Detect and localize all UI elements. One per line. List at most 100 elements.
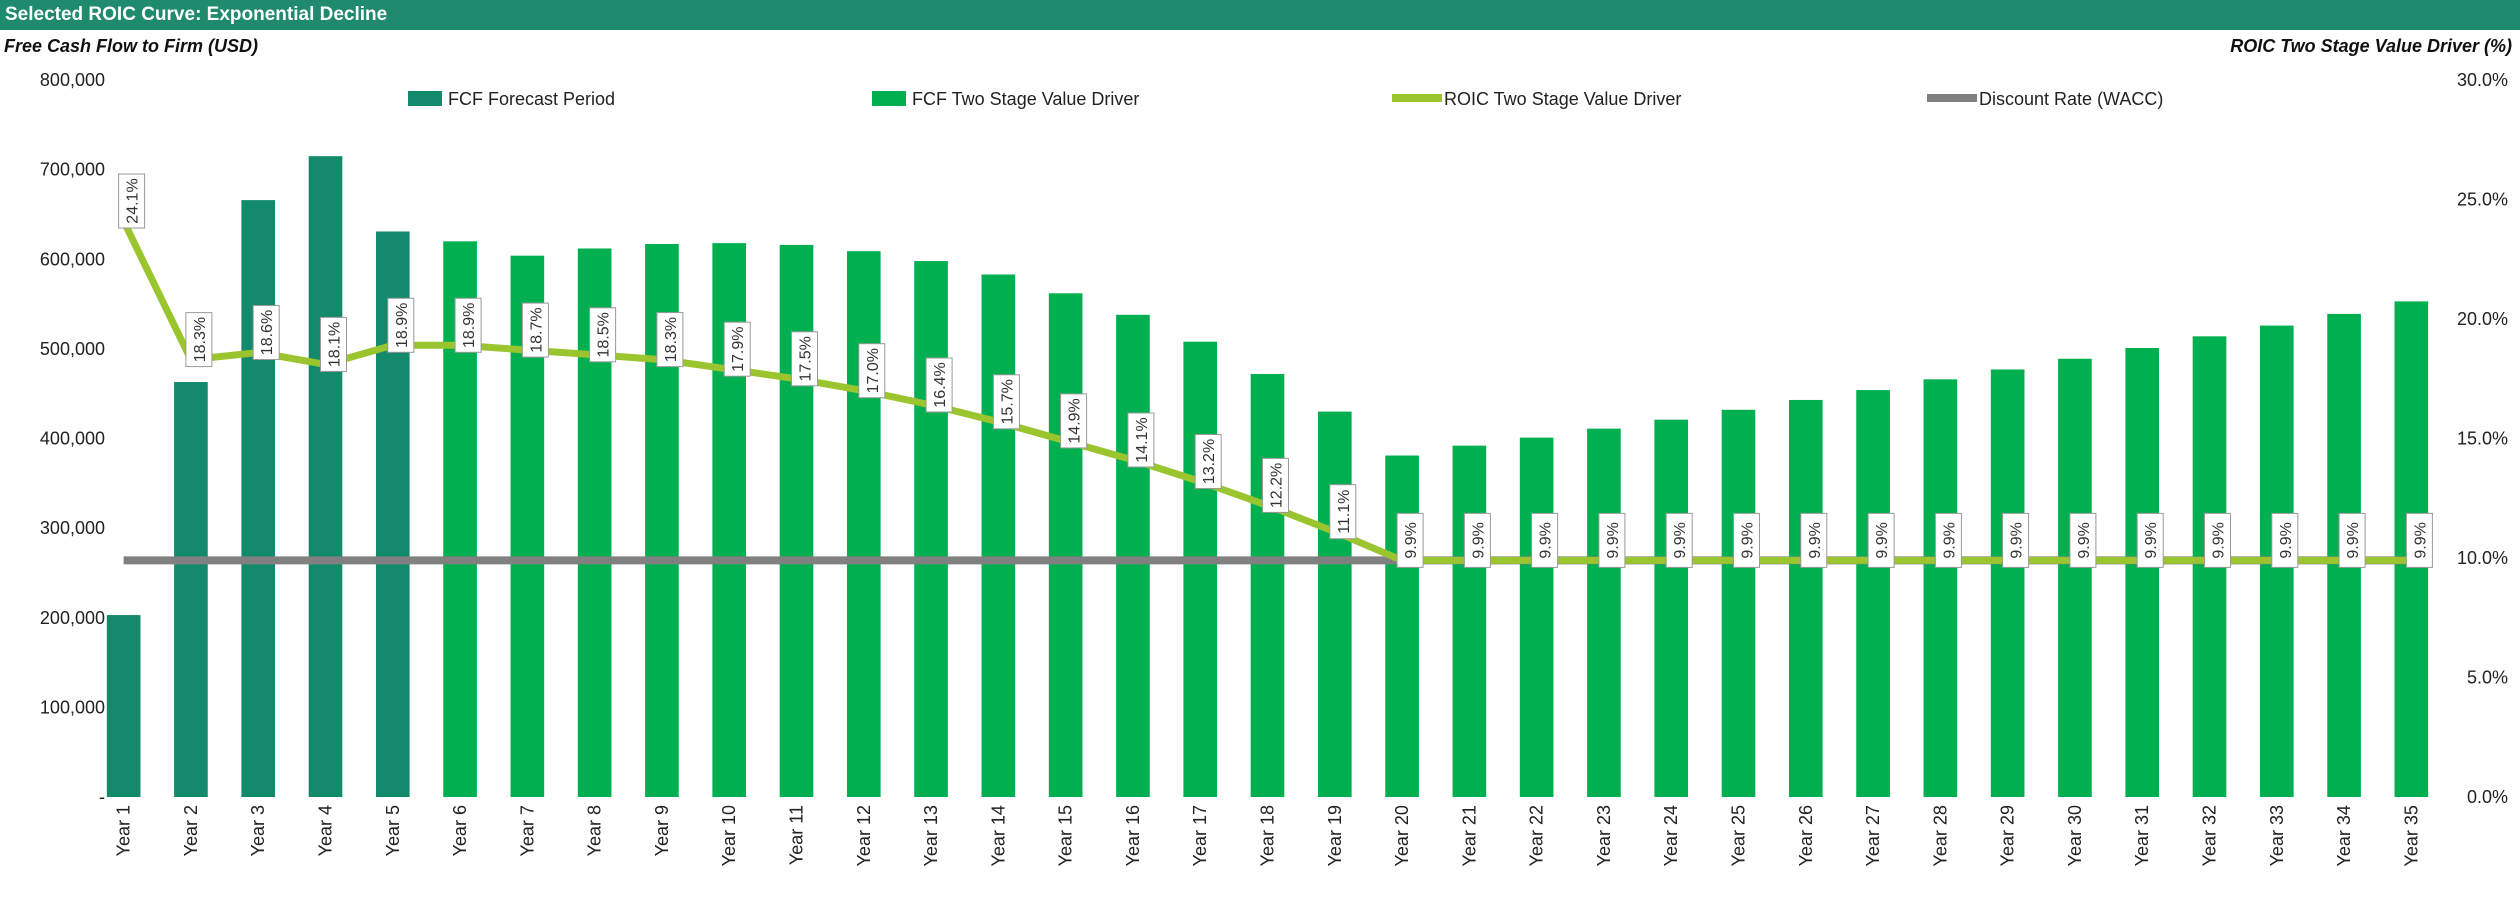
roic-data-label-box (118, 173, 146, 229)
legend-swatch (408, 91, 442, 106)
x-tick-label: Year 18 (1258, 805, 1278, 866)
x-tick-label: Year 1 (114, 805, 134, 856)
roic-data-label-text: 9.9% (2412, 522, 2429, 558)
roic-data-label-box (1194, 434, 1222, 489)
roic-data-label: 18.6% (252, 305, 280, 360)
roic-data-label: 13.2% (1194, 434, 1222, 489)
legend-item: FCF Two Stage Value Driver (872, 89, 1139, 109)
roic-data-label-box (521, 302, 549, 358)
roic-data-label-text: 9.9% (1740, 522, 1757, 558)
x-tick-label: Year 29 (1998, 805, 2018, 866)
roic-data-label-box (1262, 457, 1289, 513)
roic-data-label-box (992, 374, 1020, 430)
x-tick-label: Year 33 (2267, 805, 2287, 866)
fcf-two-stage-bar (914, 261, 948, 798)
roic-data-label-box (1867, 512, 1895, 568)
roic-data-label-text: 17.0% (865, 348, 882, 393)
x-tick-label: Year 27 (1863, 805, 1883, 866)
y-tick-label: 600,000 (40, 249, 105, 269)
roic-data-label: 9.9% (1867, 512, 1895, 568)
roic-data-label-box (2204, 512, 2231, 568)
fcf-two-stage-bar (1788, 399, 1823, 797)
fcf-forecast-bar (308, 156, 343, 797)
roic-data-label-box (1800, 512, 1828, 568)
legend-swatch (872, 91, 906, 106)
roic-data-label: 9.9% (2136, 512, 2164, 568)
roic-data-label-box (2002, 512, 2030, 568)
roic-data-label: 9.9% (1396, 512, 1424, 568)
roic-data-label: 18.9% (387, 297, 415, 353)
roic-data-label-box (791, 331, 818, 387)
roic-data-label-box (2338, 512, 2366, 568)
roic-data-label: 14.1% (1127, 412, 1155, 468)
y2-tick-label: 15.0% (2457, 429, 2508, 449)
roic-data-label: 18.3% (185, 312, 213, 368)
roic-data-label-text: 17.5% (798, 336, 815, 381)
roic-data-label-text: 17.9% (730, 327, 747, 372)
x-tick-label: Year 11 (787, 805, 807, 865)
roic-data-label-text: 14.9% (1067, 398, 1084, 443)
roic-data-label-box (589, 307, 617, 363)
roic-data-label-text: 9.9% (2211, 522, 2228, 558)
x-tick-label: Year 9 (652, 805, 672, 856)
y-tick-label: 800,000 (40, 70, 105, 90)
roic-data-label: 11.1% (1329, 484, 1357, 540)
fcf-two-stage-bar (2125, 347, 2160, 797)
roic-data-label-text: 9.9% (2076, 522, 2093, 558)
roic-data-label-text: 9.9% (2143, 522, 2160, 558)
roic-data-label-box (1396, 512, 1424, 568)
x-tick-label: Year 16 (1123, 805, 1143, 866)
roic-data-label: 17.5% (791, 331, 818, 387)
x-tick-label: Year 12 (854, 805, 874, 866)
roic-data-label: 14.9% (1060, 393, 1088, 449)
roic-data-label-box (387, 297, 415, 353)
fcf-two-stage-bar (2058, 358, 2092, 797)
x-tick-label: Year 30 (2065, 805, 2085, 866)
roic-data-label-text: 9.9% (1874, 522, 1891, 558)
x-tick-label: Year 23 (1594, 805, 1614, 866)
roic-data-label-box (2136, 512, 2164, 568)
x-tick-label: Year 13 (921, 805, 941, 866)
roic-data-label-text: 11.1% (1336, 490, 1353, 534)
x-tick-label: Year 10 (719, 805, 739, 866)
legend-label: FCF Forecast Period (448, 89, 615, 109)
fcf-two-stage-bar (1587, 428, 1621, 797)
roic-data-label-text: 16.4% (932, 362, 949, 407)
legend-item: Discount Rate (WACC) (1927, 89, 2163, 109)
roic-data-label-text: 13.2% (1201, 439, 1218, 484)
bars-layer (106, 156, 2429, 798)
roic-data-label: 9.9% (1463, 512, 1491, 568)
legend-label: Discount Rate (WACC) (1979, 89, 2163, 109)
data-labels-layer: 24.1% 18.3% 18.6% 18.1% 18.9% 18.9% 18.7% 18.5%… (118, 173, 2433, 568)
roic-data-label-box (1127, 412, 1155, 468)
roic-data-label-box (1598, 512, 1626, 568)
roic-data-label: 18.7% (521, 302, 549, 358)
fcf-two-stage-bar (981, 274, 1016, 798)
x-tick-label: Year 32 (2200, 805, 2220, 866)
fcf-two-stage-bar (846, 251, 881, 798)
roic-data-label: 9.9% (1531, 512, 1559, 568)
y-tick-label: - (99, 787, 105, 807)
fcf-two-stage-bar (1654, 419, 1689, 797)
y2-tick-label: 30.0% (2457, 70, 2508, 90)
x-tick-label: Year 26 (1796, 805, 1816, 866)
roic-data-label: 9.9% (1665, 512, 1693, 568)
roic-data-label-text: 14.1% (1134, 417, 1151, 462)
x-tick-label: Year 22 (1527, 805, 1547, 866)
roic-data-label-box (1733, 512, 1760, 568)
y2-axis-title: ROIC Two Stage Value Driver (%) (2230, 36, 2512, 56)
roic-data-label-box (320, 316, 347, 372)
roic-data-label: 9.9% (1598, 512, 1626, 568)
fcf-two-stage-bar (779, 244, 814, 797)
fcf-two-stage-bar (1116, 314, 1150, 797)
roic-data-label-text: 9.9% (1470, 522, 1487, 558)
fcf-forecast-bar (241, 200, 276, 797)
roic-data-label-text: 9.9% (1403, 522, 1420, 558)
x-tick-label: Year 28 (1930, 805, 1950, 866)
roic-data-label-box (1060, 393, 1088, 449)
x-tick-label: Year 2 (181, 805, 201, 856)
roic-data-label-text: 9.9% (1605, 522, 1622, 558)
fcf-two-stage-bar (1856, 390, 1890, 797)
roic-data-label: 18.1% (320, 316, 347, 372)
roic-data-label-box (2271, 512, 2299, 568)
